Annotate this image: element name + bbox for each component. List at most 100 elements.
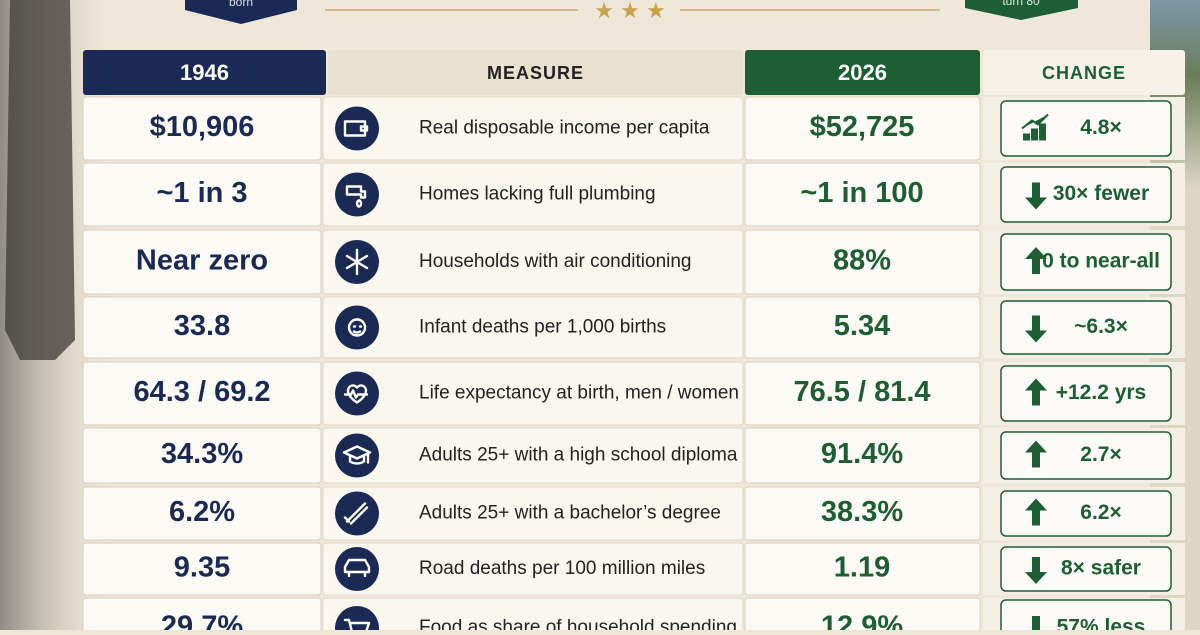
measure-label: Adults 25+ with a bachelor’s degree [419,503,721,524]
change-label: 8× safer [1061,557,1141,580]
right-badge: turn 80 [1002,0,1040,8]
figure-silhouette [5,0,75,360]
change-icon [1025,557,1047,584]
measure-glyph [343,502,369,525]
row-cell-2026 [744,229,981,295]
row-cell-measure [322,162,744,227]
row-cell-2026 [744,486,981,541]
change-icon [1021,113,1049,141]
change-box [1000,431,1172,480]
value-2026: 1.19 [834,552,890,584]
measure-label: Adults 25+ with a high school diploma [419,445,738,466]
row-cell-2026 [744,361,981,426]
measure-glyph [345,248,369,276]
measure-glyph [343,558,371,578]
measure-icon [335,491,379,536]
row-cell-1946 [82,597,322,635]
change-box [1000,365,1172,422]
change-icon [1025,182,1047,210]
measure-icon [335,371,379,416]
value-1946: 29.7% [161,611,243,630]
change-box [1000,300,1172,355]
measure-label: Households with air conditioning [419,251,692,272]
measure-glyph [343,384,369,404]
row-cell-measure [322,486,744,541]
column-header: CHANGE [1042,63,1126,83]
change-icon [1025,315,1047,343]
change-box [1000,546,1172,592]
change-label: 6.2× [1080,501,1121,524]
value-1946: 64.3 / 69.2 [133,376,270,408]
value-2026: 38.3% [821,496,903,528]
row-cell-2026 [744,427,981,484]
left-badge-shape [185,0,297,24]
row-cell-1946 [82,361,322,426]
header-cell [328,50,743,95]
row-cell-1946 [82,296,322,359]
value-2026: 88% [833,245,891,277]
row-cell-measure [322,542,744,596]
value-1946: Near zero [136,245,268,277]
row-cell-2026 [744,96,981,161]
change-label: 30× fewer [1053,182,1149,205]
change-icon [1025,378,1047,406]
measure-glyph [347,318,367,337]
change-icon [1025,616,1047,635]
row-cell-measure [322,427,744,484]
value-1946: ~1 in 3 [156,177,247,209]
measure-label: Life expectancy at birth, men / women [419,383,739,404]
row-cell-measure [322,361,744,426]
change-label: 0 to near-all [1042,250,1160,273]
row-cell-1946 [82,229,322,295]
row-cell-1946 [82,542,322,596]
measure-icon [335,547,379,591]
measure-icon [335,305,379,350]
value-2026: ~1 in 100 [800,177,923,209]
column-header: 2026 [838,60,887,85]
measure-glyph [345,185,367,208]
value-2026: $52,725 [810,111,915,143]
value-2026: 5.34 [834,310,890,342]
change-box [1000,166,1172,223]
row-cell-measure [322,296,744,359]
measure-label: Road deaths per 100 million miles [419,558,705,579]
change-label: +12.2 yrs [1056,381,1147,404]
measure-icon [335,433,379,478]
value-1946: 34.3% [161,438,243,470]
measure-glyph [343,120,369,137]
change-box [1000,233,1172,291]
change-box [1000,490,1172,537]
row-cell-2026 [744,597,981,635]
column-header: MEASURE [487,63,584,83]
value-1946: 6.2% [169,496,235,528]
measure-icon [335,106,379,151]
measure-label: Real disposable income per capita [419,118,710,139]
row-cell-2026 [744,296,981,359]
table: 1946 MEASURE 2026 CHANGE $10,906 Real disposa… [82,50,1185,635]
row-cell-2026 [744,162,981,227]
row-cell-measure [322,229,744,295]
header-cell [745,50,980,95]
measure-label: Infant deaths per 1,000 births [419,317,666,338]
measure-label: Homes lacking full plumbing [419,184,656,205]
value-2026: 12.9% [821,611,903,630]
change-label: 4.8× [1080,116,1121,139]
value-2026: 76.5 / 81.4 [793,376,930,408]
right-badge-shape [965,0,1078,20]
change-icon [1025,247,1047,274]
row-cell-1946 [82,486,322,541]
header-cell [983,50,1185,95]
row-cell-1946 [82,427,322,484]
change-icon [1025,440,1047,468]
value-1946: $10,906 [150,111,255,143]
column-header: 1946 [180,60,229,85]
value-1946: 33.8 [174,310,230,342]
measure-glyph [342,445,372,465]
left-badge: born [229,0,253,9]
change-label: 2.7× [1080,443,1121,466]
ornament-stars: ★ ★ ★ [594,0,665,23]
change-icon [1025,498,1047,526]
header-cell [83,50,326,95]
row-cell-1946 [82,162,322,227]
